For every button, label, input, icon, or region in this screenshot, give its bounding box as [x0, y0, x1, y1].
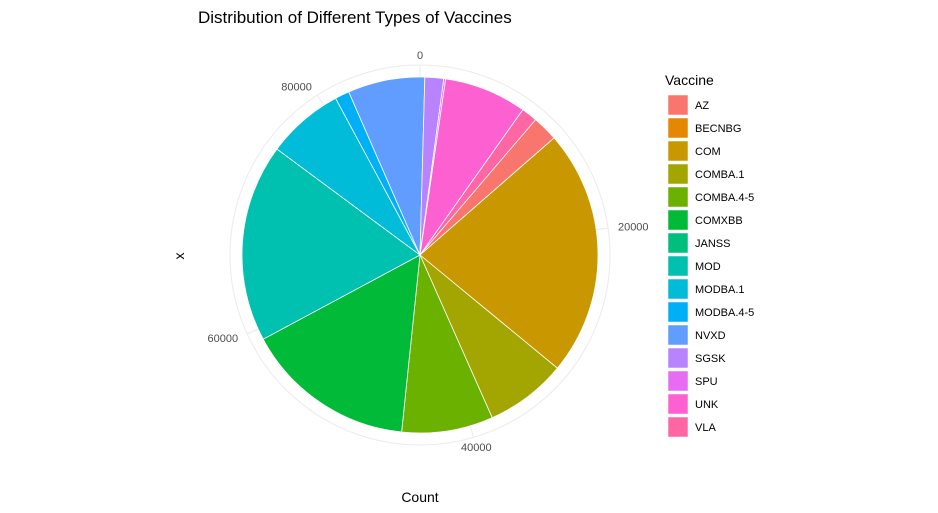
- legend-key: [667, 370, 689, 392]
- theta-tick-label: 80000: [281, 82, 312, 94]
- pie-slices: [241, 76, 599, 434]
- legend-label: COMBA.4-5: [695, 192, 754, 204]
- legend-key: [667, 416, 689, 438]
- slice-comba-4-5: [401, 253, 493, 434]
- legend-label: COMBA.1: [695, 169, 745, 181]
- legend-item: AZ: [667, 94, 709, 116]
- legend-label: AZ: [695, 100, 709, 112]
- legend-item: MODBA.1: [667, 278, 745, 300]
- legend-item: NVXD: [667, 324, 726, 346]
- theta-tick-label: 0: [417, 50, 423, 62]
- legend-label: SGSK: [695, 353, 726, 365]
- legend-label: MODBA.4-5: [695, 307, 754, 319]
- legend-key: [667, 117, 689, 139]
- legend-label: VLA: [695, 422, 716, 434]
- legend-label: BECNBG: [695, 123, 741, 135]
- legend-key: [667, 209, 689, 231]
- legend-key: [667, 255, 689, 277]
- angle-tick-labels: 0 20000 40000 60000 80000: [207, 50, 648, 454]
- legend-item: SGSK: [667, 347, 726, 369]
- legend-key: [667, 278, 689, 300]
- theta-tick-label: 60000: [207, 333, 238, 345]
- legend-item: UNK: [667, 393, 719, 415]
- legend-label: COMXBB: [695, 215, 743, 227]
- legend-item: COM: [667, 140, 721, 162]
- slice-comxbb: [262, 254, 421, 433]
- legend-item: COMBA.4-5: [667, 186, 754, 208]
- legend-label: COM: [695, 146, 721, 158]
- legend-key: [667, 186, 689, 208]
- legend-label: UNK: [695, 399, 719, 411]
- legend-item: COMBA.1: [667, 163, 745, 185]
- legend-key: [667, 324, 689, 346]
- legend-key: [667, 140, 689, 162]
- slice-com: [419, 137, 599, 369]
- legend-key: [667, 163, 689, 185]
- legend-title: Vaccine: [665, 72, 714, 88]
- legend-item: VLA: [667, 416, 716, 438]
- legend-item: MOD: [667, 255, 721, 277]
- legend-item: SPU: [667, 370, 718, 392]
- legend-key: [667, 94, 689, 116]
- legend-label: JANSS: [695, 238, 730, 250]
- legend: Vaccine AZ BECNBG COM COMBA.1 COMBA.4-5 COMXB…: [665, 72, 754, 438]
- slice-mod: [241, 148, 421, 340]
- y-axis-title: x: [171, 253, 187, 260]
- theta-tick-label: 40000: [461, 442, 492, 454]
- theta-tick-label: 20000: [618, 222, 649, 234]
- legend-item: COMXBB: [667, 209, 743, 231]
- slice-vla: [419, 109, 537, 256]
- legend-key: [667, 347, 689, 369]
- legend-item: BECNBG: [667, 117, 741, 139]
- legend-label: SPU: [695, 376, 718, 388]
- legend-label: MODBA.1: [695, 284, 745, 296]
- x-axis-title: Count: [401, 489, 438, 505]
- legend-key: [667, 232, 689, 254]
- legend-label: MOD: [695, 261, 721, 273]
- chart-title: Distribution of Different Types of Vacci…: [198, 8, 512, 27]
- legend-item: MODBA.4-5: [667, 301, 754, 323]
- legend-items: AZ BECNBG COM COMBA.1 COMBA.4-5 COMXBB JANSS MO…: [667, 94, 754, 438]
- legend-key: [667, 393, 689, 415]
- legend-item: JANSS: [667, 232, 730, 254]
- legend-label: NVXD: [695, 330, 726, 342]
- legend-key: [667, 301, 689, 323]
